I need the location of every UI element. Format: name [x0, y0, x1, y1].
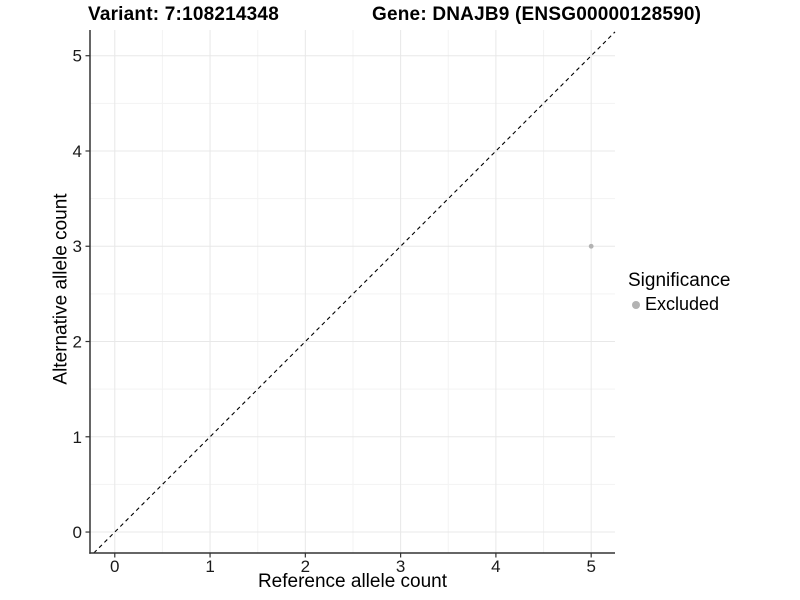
x-tick-label: 1 [205, 557, 214, 576]
x-tick-label: 3 [396, 557, 405, 576]
data-point [588, 243, 594, 249]
legend-title: Significance [628, 270, 731, 291]
legend-key-dot-icon [632, 300, 640, 309]
x-tick-label: 4 [491, 557, 500, 576]
y-tick-label: 3 [73, 237, 82, 256]
identity-reference-line [93, 31, 616, 554]
y-tick-label: 0 [73, 523, 82, 542]
plot-title-gene: Gene: DNAJB9 (ENSG00000128590) [372, 4, 702, 25]
y-tick-label: 1 [73, 428, 82, 447]
y-axis-title: Alternative allele count [50, 193, 72, 385]
legend-entries: Excluded [628, 293, 730, 315]
legend: Significance Excluded [628, 270, 730, 315]
legend-entry: Excluded [628, 293, 730, 315]
x-tick-label: 2 [301, 557, 310, 576]
x-tick-label: 5 [586, 557, 595, 576]
y-tick-label: 2 [73, 333, 82, 352]
plot-title-variant: Variant: 7:108214348 [88, 4, 279, 25]
x-tick-label: 0 [110, 557, 119, 576]
x-axis-title: Reference allele count [257, 571, 448, 592]
y-tick-label: 4 [73, 142, 82, 161]
legend-entry-label: Excluded [645, 293, 720, 314]
y-tick-label: 5 [73, 47, 82, 66]
